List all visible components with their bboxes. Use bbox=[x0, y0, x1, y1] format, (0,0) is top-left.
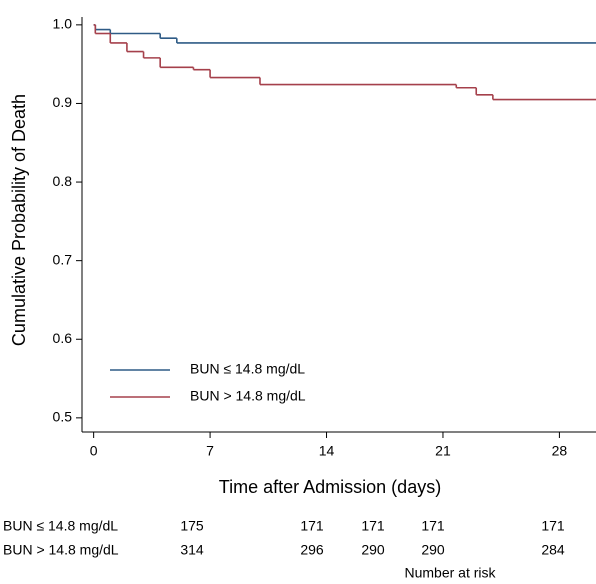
risk-value: 171 bbox=[300, 518, 324, 534]
risk-value: 296 bbox=[300, 542, 324, 558]
x-axis-label: Time after Admission (days) bbox=[219, 477, 441, 497]
risk-value: 290 bbox=[421, 542, 445, 558]
x-tick-label: 7 bbox=[206, 443, 214, 459]
y-tick-label: 0.6 bbox=[53, 330, 73, 346]
y-axis-label: Cumulative Probability of Death bbox=[9, 94, 29, 346]
risk-value: 171 bbox=[361, 518, 385, 534]
risk-value: 284 bbox=[541, 542, 565, 558]
legend-label: BUN ≤ 14.8 mg/dL bbox=[190, 361, 305, 377]
x-tick-label: 21 bbox=[435, 443, 451, 459]
x-tick-label: 14 bbox=[319, 443, 335, 459]
x-tick-label: 0 bbox=[90, 443, 98, 459]
risk-value: 175 bbox=[180, 518, 204, 534]
risk-row-label: BUN ≤ 14.8 mg/dL bbox=[3, 518, 118, 534]
risk-value: 290 bbox=[361, 542, 385, 558]
risk-value: 171 bbox=[421, 518, 445, 534]
y-tick-label: 0.9 bbox=[53, 94, 73, 110]
risk-value: 171 bbox=[541, 518, 565, 534]
y-tick-label: 0.8 bbox=[53, 173, 73, 189]
y-tick-label: 0.7 bbox=[53, 251, 73, 267]
x-tick-label: 28 bbox=[552, 443, 568, 459]
risk-table-title: Number at risk bbox=[404, 565, 496, 581]
y-tick-label: 0.5 bbox=[53, 409, 73, 425]
risk-row-label: BUN > 14.8 mg/dL bbox=[3, 542, 119, 558]
legend-label: BUN > 14.8 mg/dL bbox=[190, 388, 306, 404]
risk-value: 314 bbox=[180, 542, 204, 558]
y-tick-label: 1.0 bbox=[53, 16, 73, 32]
